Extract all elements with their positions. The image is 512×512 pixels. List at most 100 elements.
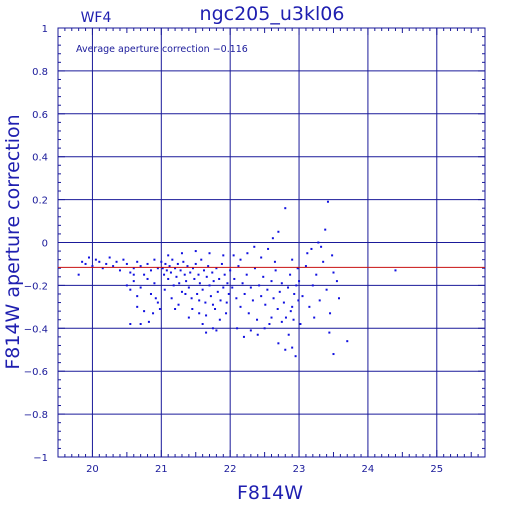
data-point [129,323,132,326]
data-point [227,292,230,295]
x-tick-label: 23 [293,464,306,475]
y-axis-ticks: 1 0.8 0.6 0.4 0.2 0 −0.2 −0.4 −0.6 −0.8 −1 [24,24,485,464]
y-tick-label: 0.6 [32,110,48,121]
data-point [201,288,204,291]
data-point [394,269,397,272]
data-point [153,258,156,261]
data-point [136,260,139,263]
data-point [216,290,219,293]
data-point [139,286,142,289]
data-point [332,353,335,356]
data-point [218,277,221,280]
data-point [264,303,267,306]
data-point [149,269,152,272]
data-point [284,207,287,210]
y-tick-label: 0.8 [32,67,48,78]
y-tick-label: −0.2 [24,281,48,292]
data-point [251,299,254,302]
data-point [171,258,174,261]
data-point [183,273,186,276]
data-point [289,310,292,313]
data-point [289,273,292,276]
data-point [187,316,190,319]
data-point [296,267,299,270]
data-point [287,286,290,289]
data-point [328,331,331,334]
data-point [226,282,229,285]
data-point [132,280,135,283]
x-tick-label: 21 [155,464,168,475]
data-point [282,301,285,304]
data-point [198,282,201,285]
data-point [108,256,111,259]
data-point [203,269,206,272]
data-point [132,273,135,276]
data-point [299,323,302,326]
data-point [153,282,156,285]
data-point [278,290,281,293]
data-point [315,273,318,276]
data-point [280,282,283,285]
data-point [176,262,179,265]
data-point [277,230,280,233]
data-point [277,342,280,345]
data-point [241,282,244,285]
data-point [274,269,277,272]
data-point [170,297,173,300]
data-point [325,288,328,291]
data-point [167,277,170,280]
data-point [293,292,296,295]
data-point [260,256,263,259]
data-point [125,262,128,265]
data-point [335,280,338,283]
data-point [247,312,250,315]
data-point [331,254,334,257]
data-point [163,273,166,276]
data-point [194,262,197,265]
data-point [182,260,185,263]
data-point [191,267,194,270]
data-point [326,200,329,203]
y-tick-label: 0.4 [32,153,48,164]
data-point [215,267,218,270]
data-point [180,252,183,255]
x-axis-ticks: 20 21 22 23 24 25 [57,28,486,475]
data-point [284,348,287,351]
data-point [129,288,132,291]
data-point [94,258,97,261]
data-point [292,318,295,321]
data-point [346,340,349,343]
data-point [332,271,335,274]
data-point [317,241,320,244]
data-point [168,265,171,268]
data-point [201,323,204,326]
data-point [190,297,193,300]
data-point [174,307,177,310]
data-point [194,250,197,253]
chart-title: ngc205_u3kl06 [200,3,345,25]
data-point [222,254,225,257]
x-tick-label: 22 [224,464,237,475]
x-tick-label: 24 [362,464,375,475]
data-point [152,312,155,315]
data-point [186,265,189,268]
data-point [139,323,142,326]
data-point [139,265,142,268]
data-point [185,280,188,283]
data-point [211,303,214,306]
data-point [161,267,164,270]
data-point [260,295,263,298]
y-tick-label: 0.2 [32,196,48,207]
data-point [122,258,125,261]
data-points [77,200,397,358]
average-correction-annotation: Average aperture correction −0.116 [76,44,248,55]
data-point [215,329,218,332]
data-point [304,265,307,268]
data-point [118,269,121,272]
data-point [158,307,161,310]
data-point [253,245,256,248]
data-point [287,333,290,336]
chip-label: WF4 [81,10,112,26]
data-point [233,277,236,280]
